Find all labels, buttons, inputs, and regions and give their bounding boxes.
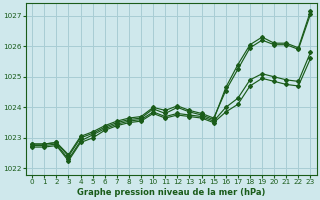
X-axis label: Graphe pression niveau de la mer (hPa): Graphe pression niveau de la mer (hPa) — [77, 188, 266, 197]
